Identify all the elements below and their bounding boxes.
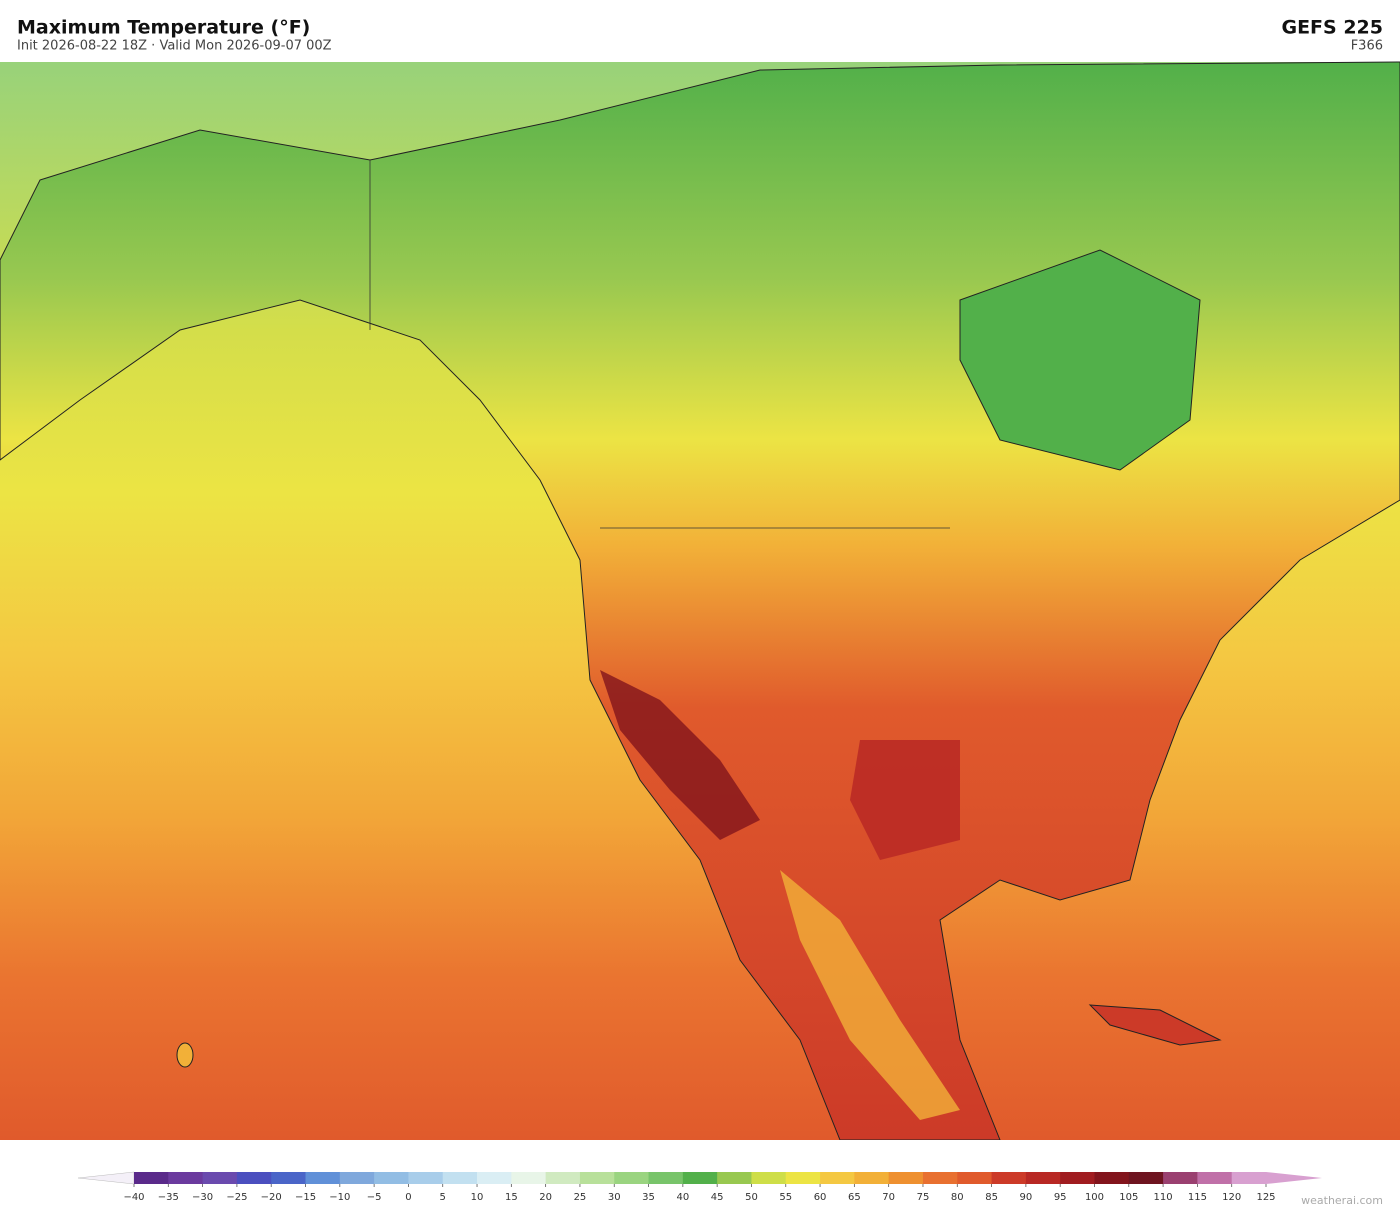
colorbar-tick-label: 15: [505, 1192, 518, 1203]
hawaii: [176, 1042, 194, 1068]
colorbar-swatch: [785, 1172, 821, 1184]
colorbar-tick-label: 45: [711, 1192, 724, 1203]
colorbar-tick-label: 50: [745, 1192, 758, 1203]
watermark: weatherai.com: [1301, 1194, 1383, 1207]
colorbar-tick-label: −5: [367, 1192, 382, 1203]
colorbar-swatch: [682, 1172, 718, 1184]
colorbar-swatch: [1163, 1172, 1198, 1184]
colorbar-tick-label: 60: [814, 1192, 827, 1203]
colorbar-tick-label: 115: [1188, 1192, 1207, 1203]
cuba: [1088, 1004, 1222, 1046]
colorbar-tick-label: −25: [226, 1192, 247, 1203]
colorbar-swatch: [202, 1172, 238, 1184]
hot-core: [600, 670, 760, 840]
colorbar-swatch: [374, 1172, 409, 1184]
colorbar-tick-label: 35: [642, 1192, 655, 1203]
colorbar-tick-label: −40: [123, 1192, 144, 1203]
colorbar-swatch: [991, 1172, 1027, 1184]
colorbar-tick-label: 70: [882, 1192, 895, 1203]
colorbar-swatch: [408, 1172, 444, 1184]
colorbar-tick-label: 40: [676, 1192, 689, 1203]
colorbar-swatch: [1128, 1172, 1164, 1184]
hudson-bay: [959, 249, 1201, 471]
colorbar-swatch: [1060, 1172, 1095, 1184]
colorbar-swatch: [511, 1172, 547, 1184]
colorbar-tick-label: 110: [1154, 1192, 1173, 1203]
colorbar-tick-label: 55: [779, 1192, 792, 1203]
colorbar-tick-label: −35: [158, 1192, 179, 1203]
forecast-hour: F366: [1351, 39, 1383, 54]
colorbar-swatch: [922, 1172, 958, 1184]
colorbar-tick-label: 85: [985, 1192, 998, 1203]
colorbar-tick-label: −20: [261, 1192, 282, 1203]
colorbar-swatch: [1197, 1172, 1233, 1184]
colorbar-tick-label: 0: [405, 1192, 411, 1203]
colorbar-swatch: [545, 1172, 581, 1184]
model-name: GEFS 225: [1281, 17, 1383, 39]
colorbar-tick-label: 10: [471, 1192, 484, 1203]
colorbar-tick-label: 20: [539, 1192, 552, 1203]
colorbar-swatch: [957, 1172, 993, 1184]
colorbar-tick-label: −10: [329, 1192, 350, 1203]
colorbar-swatch: [1025, 1172, 1061, 1184]
colorbar-swatch: [134, 1172, 169, 1184]
colorbar-tick-label: −30: [192, 1192, 213, 1203]
colorbar-swatch: [614, 1172, 650, 1184]
colorbar-swatch: [442, 1172, 478, 1184]
colorbar-swatch: [820, 1172, 855, 1184]
colorbar-swatch: [751, 1172, 787, 1184]
colorbar-tick-label: 105: [1119, 1192, 1138, 1203]
colorbar-swatch: [1094, 1172, 1130, 1184]
colorbar-swatch: [1231, 1172, 1267, 1184]
colorbar-tick-label: −15: [295, 1192, 316, 1203]
colorbar-swatch: [271, 1172, 307, 1184]
colorbar-tick-label: 95: [1054, 1192, 1067, 1203]
colorbar-swatch: [648, 1172, 684, 1184]
colorbar-tick-label: 80: [951, 1192, 964, 1203]
colorbar-swatch: [579, 1172, 615, 1184]
colorbar-tick-label: 120: [1222, 1192, 1241, 1203]
colorbar-swatch: [717, 1172, 752, 1184]
colorbar-swatch: [854, 1172, 890, 1184]
subtitle: Init 2026-08-22 18Z · Valid Mon 2026-09-…: [17, 39, 332, 54]
colorbar-tick-label: 5: [440, 1192, 446, 1203]
colorbar-swatch: [168, 1172, 204, 1184]
colorbar-swatch: [888, 1172, 924, 1184]
colorbar-tick-label: 75: [917, 1192, 930, 1203]
colorbar-over: [1266, 1172, 1322, 1184]
colorbar-swatch: [339, 1172, 375, 1184]
highland: [780, 870, 960, 1120]
colorbar-tick-label: 30: [608, 1192, 621, 1203]
map: [0, 61, 1400, 1141]
colorbar-swatch: [477, 1172, 512, 1184]
hot-plains: [850, 740, 960, 860]
colorbar-tick-label: 25: [574, 1192, 587, 1203]
colorbar-tick-label: 125: [1256, 1192, 1275, 1203]
colorbar-swatch: [236, 1172, 272, 1184]
colorbar-tick-label: 65: [848, 1192, 861, 1203]
title: Maximum Temperature (°F): [17, 17, 310, 39]
colorbar-tick-label: 100: [1085, 1192, 1104, 1203]
colorbar-swatch: [305, 1172, 341, 1184]
colorbar-tick-label: 90: [1020, 1192, 1033, 1203]
